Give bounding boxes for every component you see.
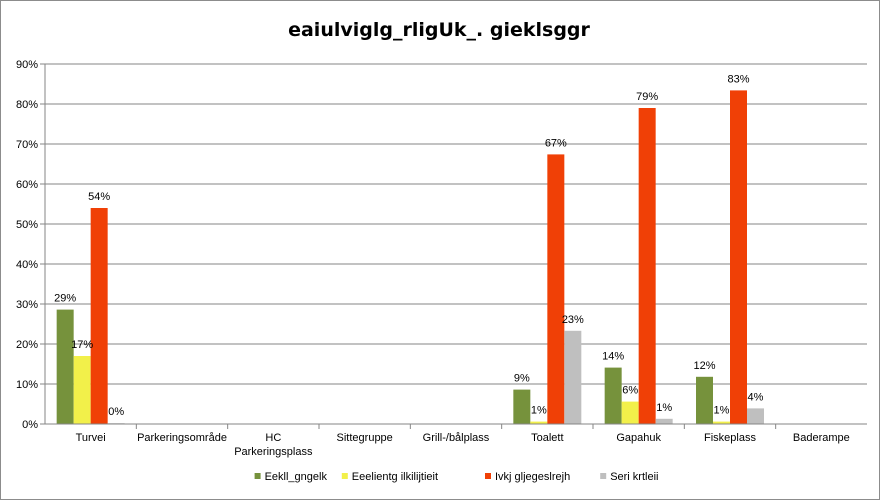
category-label: HC Parkeringsplass (234, 432, 313, 458)
data-label: 1% (714, 405, 730, 417)
y-tick-label: 70% (16, 139, 38, 151)
data-label: 54% (88, 191, 110, 203)
legend-entry: Seri krtleii (610, 471, 658, 483)
bar (655, 418, 673, 424)
y-tick-label: 90% (16, 59, 38, 71)
data-label: 29% (54, 293, 76, 305)
y-axis-ticks: 0% 10% 20% 30% 40% 50% 60% 70% 80% 90% (16, 59, 45, 431)
data-label: 67% (545, 137, 567, 149)
category-labels: Turvei Parkeringsområde HC Parkeringsplass S… (76, 432, 850, 458)
bar (513, 389, 531, 424)
y-tick-label: 60% (16, 179, 38, 191)
legend-swatch (600, 473, 607, 479)
data-label: 14% (602, 351, 624, 363)
category-label: Sittegruppe (337, 432, 393, 444)
legend-entry: Eeelientg ilkilijtieit (352, 471, 438, 483)
category-label: Gapahuk (616, 432, 661, 444)
bars (56, 90, 764, 425)
bar (564, 330, 582, 424)
data-labels: 29% 17% 54% 0% 9% 1% 67% 23% 14% 6% 79% 1% 12% 1% 83% 4… (54, 73, 764, 418)
y-tick-label: 20% (16, 339, 38, 351)
data-label: 1% (656, 402, 672, 414)
category-label: Parkeringsområde (137, 432, 227, 444)
data-label: 4% (748, 391, 764, 403)
y-tick-label: 80% (16, 99, 38, 111)
y-tick-label: 0% (22, 419, 38, 431)
bar (547, 154, 565, 424)
data-label: 83% (727, 73, 749, 85)
gridlines (45, 63, 867, 385)
bar (730, 90, 747, 425)
legend-entry: Ivkj gljegeslrejh (495, 471, 570, 483)
bar (696, 376, 713, 424)
y-tick-label: 10% (16, 379, 38, 391)
legend-swatch (485, 473, 491, 479)
bar (604, 367, 622, 424)
bar (530, 421, 548, 424)
bar (747, 408, 764, 424)
bar (621, 401, 639, 424)
data-label: 1% (531, 405, 547, 417)
legend-swatch (254, 473, 261, 479)
y-tick-label: 40% (16, 259, 38, 271)
bar (713, 421, 730, 424)
legend-entry: Eekll_gngelk (265, 471, 328, 483)
data-label: 12% (693, 360, 715, 372)
data-label: 6% (622, 385, 638, 397)
category-label: Grill-/bålplass (423, 432, 490, 444)
y-tick-label: 50% (16, 219, 38, 231)
data-label: 9% (514, 373, 530, 385)
category-label: Turvei (76, 432, 106, 444)
category-label: Baderampe (793, 432, 850, 444)
bar (90, 208, 108, 424)
category-label: Fiskeplass (704, 432, 756, 444)
y-tick-label: 30% (16, 299, 38, 311)
data-label: 23% (562, 314, 584, 326)
category-label: Toalett (531, 432, 563, 444)
bar (73, 356, 91, 424)
legend-swatch (341, 473, 348, 479)
chart-title: eaiulviglg_rligUk_. gieklsggr (288, 19, 590, 41)
data-label: 17% (71, 339, 93, 351)
legend: Eekll_gngelk Eeelientg ilkilijtieit Ivkj g… (254, 471, 658, 483)
data-label: 79% (636, 91, 658, 103)
data-label: 0% (108, 406, 124, 418)
bar (56, 309, 74, 424)
bar (638, 108, 656, 424)
axes (44, 64, 867, 429)
